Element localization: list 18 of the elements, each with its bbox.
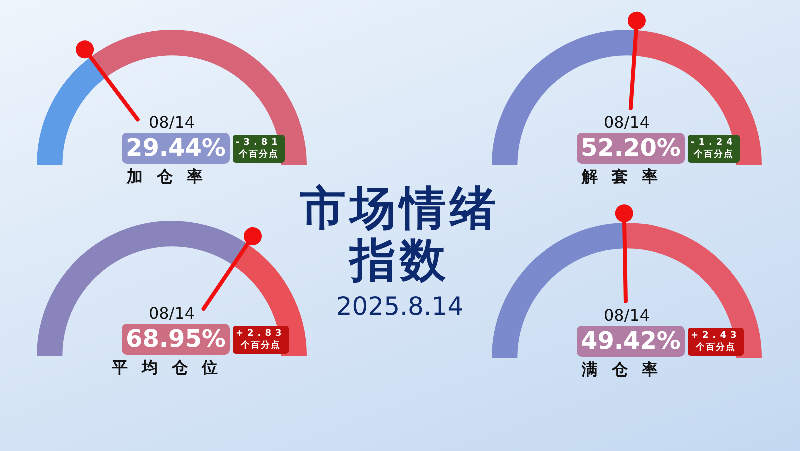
text: +2.83 个百分点 [236, 328, 286, 352]
text: -1.24 个百分点 [690, 136, 737, 160]
text: 49.42% [577, 326, 685, 357]
text: 2025.8.14 [335, 292, 465, 321]
text: 平均仓位 [111, 358, 233, 379]
text: +2.43 个百分点 [690, 330, 741, 354]
text: 08/14 [602, 306, 652, 325]
text: 08/14 [148, 113, 196, 132]
text: 解套率 [580, 167, 673, 188]
text: 29.44% [122, 133, 230, 164]
text: 满仓率 [581, 360, 673, 381]
text: 68.95% [122, 324, 230, 355]
text: 08/14 [148, 304, 196, 323]
text: 市场情绪指数 [299, 181, 501, 287]
text: 52.20% [577, 133, 685, 164]
text: -3.81 个百分点 [236, 136, 282, 160]
text: 08/14 [602, 113, 652, 132]
text: 加仓率 [126, 167, 218, 188]
